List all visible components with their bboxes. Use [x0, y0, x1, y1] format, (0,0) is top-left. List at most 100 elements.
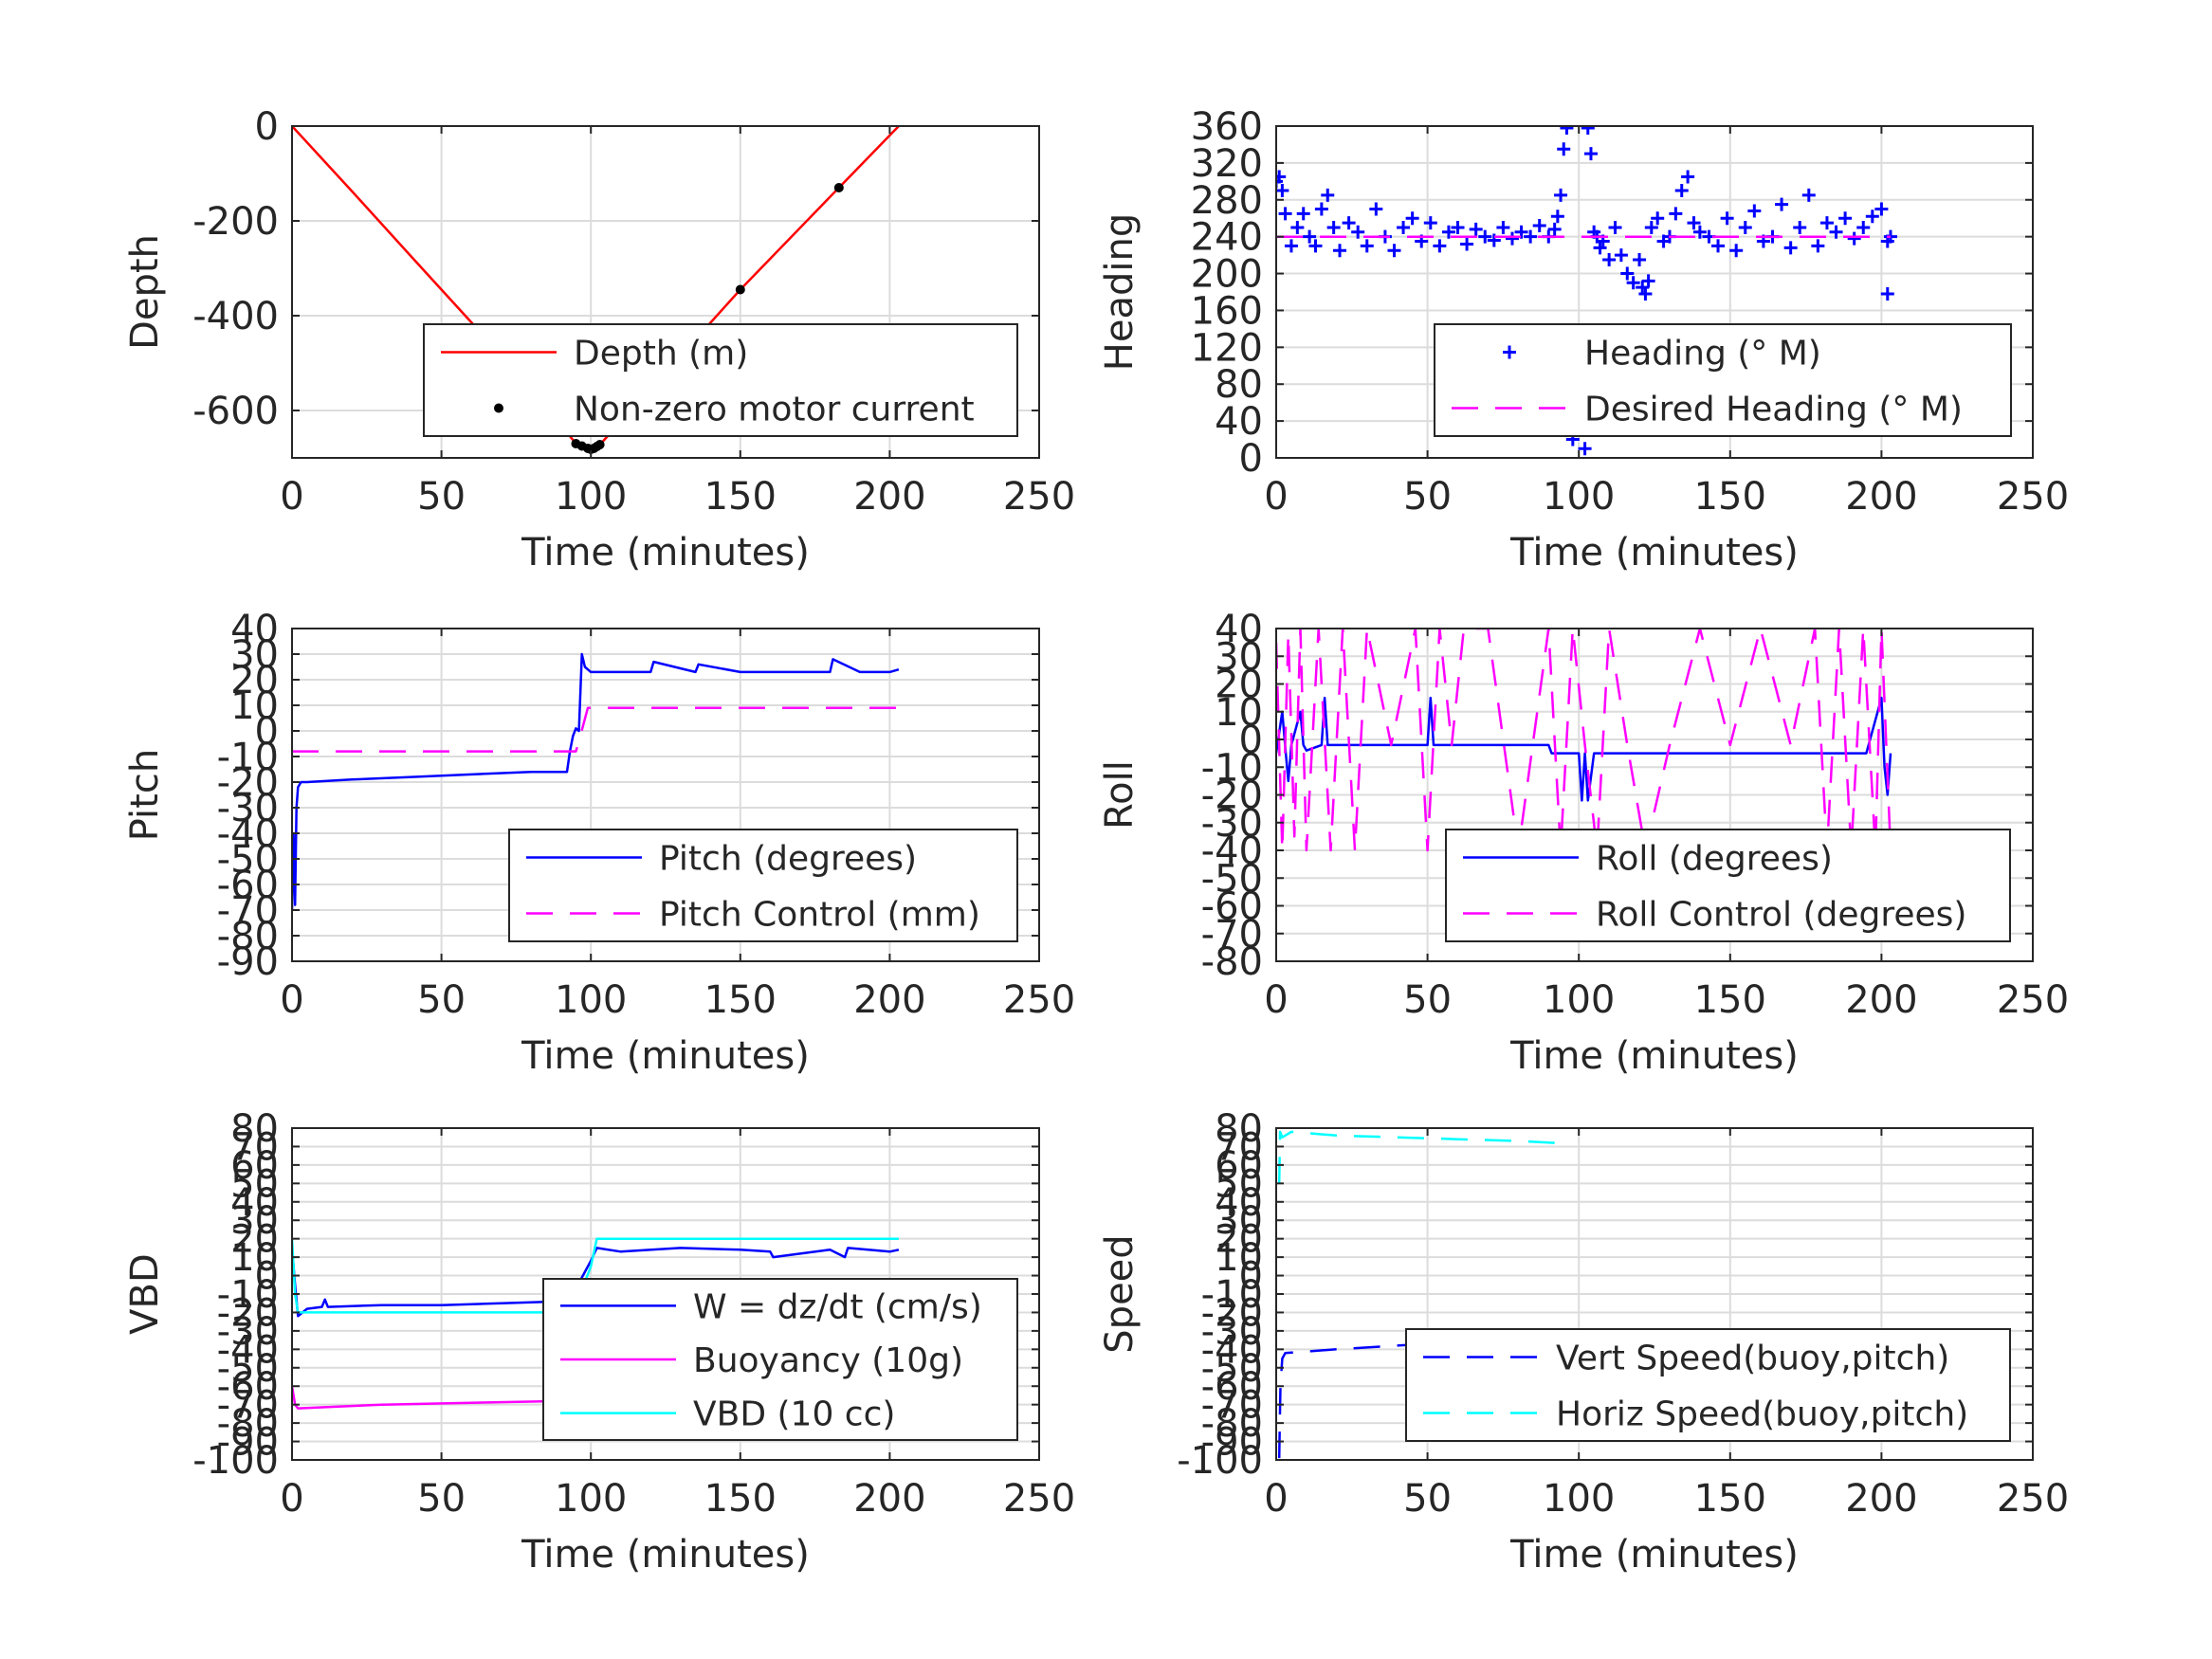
- legend-label: W = dz/dt (cm/s): [693, 1287, 982, 1326]
- legend-label: Desired Heading (° M): [1584, 391, 1963, 429]
- y-tick-label: -80: [1201, 1402, 1263, 1446]
- roll-series-0-line: [1276, 696, 1892, 802]
- heading-marker: [1532, 219, 1546, 232]
- heading-marker: [1487, 233, 1501, 247]
- x-tick-label: 0: [280, 475, 303, 519]
- legend-label: Heading (° M): [1584, 335, 1821, 374]
- heading-marker: [1819, 216, 1834, 230]
- heading-marker: [1524, 229, 1538, 244]
- legend-label: Roll (degrees): [1596, 840, 1833, 879]
- x-tick-label: 200: [853, 475, 925, 519]
- y-tick-label: -400: [192, 295, 279, 338]
- x-tick-label: 150: [1694, 1477, 1766, 1521]
- y-tick-label: -30: [1201, 802, 1263, 846]
- y-tick-label: -60: [1201, 885, 1263, 929]
- legend-swatch: [1503, 345, 1516, 359]
- x-tick-label: 150: [704, 1477, 777, 1521]
- legend-box: [1405, 1328, 2011, 1442]
- heading-marker: [1633, 252, 1647, 266]
- y-tick-label: 80: [1215, 363, 1263, 407]
- y-tick-label: -10: [1201, 1273, 1263, 1317]
- x-tick-label: 50: [1403, 1477, 1452, 1521]
- vbd-legend: W = dz/dt (cm/s) Buoyancy (10g) VBD (10 cc…: [542, 1278, 1018, 1441]
- legend-label: Vert Speed(buoy,pitch): [1556, 1340, 1949, 1378]
- pitch-legend: Pitch (degrees) Pitch Control (mm): [508, 829, 1018, 942]
- y-tick-label: 0: [1239, 1255, 1263, 1299]
- y-tick-label: -20: [1201, 1291, 1263, 1335]
- y-tick-label: 30: [230, 1199, 279, 1243]
- heading-marker: [1321, 188, 1335, 202]
- y-tick-label: -70: [1201, 913, 1263, 957]
- depth-point: [735, 284, 745, 295]
- y-tick-label: 70: [230, 1125, 279, 1169]
- depth-legend: Depth (m) Non-zero motor current: [423, 323, 1018, 437]
- x-tick-label: 150: [1694, 475, 1766, 519]
- legend-label: Pitch Control (mm): [659, 896, 980, 935]
- y-tick-label: 40: [1215, 608, 1263, 651]
- y-tick-label: 70: [1215, 1125, 1263, 1169]
- x-tick-label: 0: [1264, 978, 1288, 1022]
- heading-marker: [1360, 239, 1374, 253]
- y-tick-label: 200: [1191, 253, 1263, 297]
- y-tick-label: -90: [1201, 1421, 1263, 1465]
- heading-marker: [1460, 237, 1474, 251]
- heading-chart: 0 50 100 150 200 2500408012016020024028032036…: [1098, 105, 2069, 574]
- heading-marker: [1581, 126, 1595, 135]
- y-tick-label: -50: [217, 838, 279, 882]
- heading-axes-box: [1275, 125, 2034, 459]
- heading-marker: [1674, 184, 1689, 198]
- vbd-y-axis-label: VBD: [123, 1253, 167, 1335]
- heading-marker: [1554, 188, 1568, 202]
- heading-marker: [1441, 225, 1455, 239]
- y-tick-label: 240: [1191, 216, 1263, 260]
- y-tick-label: 40: [1215, 400, 1263, 444]
- x-tick-label: 250: [1003, 978, 1075, 1022]
- y-tick-label: 10: [1215, 691, 1263, 735]
- legend-label: Pitch (degrees): [659, 840, 917, 879]
- y-tick-label: -200: [192, 200, 279, 244]
- y-tick-label: 60: [230, 1144, 279, 1188]
- vbd-x-axis-label: Time (minutes): [521, 1533, 810, 1577]
- pitch-y-axis-label: Pitch: [123, 749, 167, 841]
- x-tick-label: 250: [1997, 1477, 2069, 1521]
- y-tick-label: -50: [217, 1347, 279, 1391]
- y-tick-label: 10: [1215, 1236, 1263, 1280]
- y-tick-label: -10: [217, 1273, 279, 1317]
- x-tick-label: 200: [853, 978, 925, 1022]
- heading-marker: [1469, 222, 1483, 236]
- heading-marker: [1811, 239, 1825, 253]
- y-tick-label: 80: [1215, 1107, 1263, 1151]
- heading-marker: [1602, 252, 1617, 266]
- y-tick-label: -90: [217, 940, 279, 984]
- x-tick-label: 100: [1543, 1477, 1615, 1521]
- heading-marker: [1496, 220, 1510, 234]
- speed-y-axis-label: Speed: [1098, 1234, 1142, 1353]
- heading-marker: [1397, 220, 1411, 234]
- y-tick-label: -60: [217, 864, 279, 907]
- heading-marker: [1692, 225, 1707, 239]
- speed-x-axis-label: Time (minutes): [1509, 1533, 1799, 1577]
- y-tick-label: 20: [230, 659, 279, 702]
- heading-plot-area: [1276, 126, 1897, 456]
- x-tick-label: 150: [704, 475, 777, 519]
- heading-legend: Heading (° M) Desired Heading (° M): [1434, 323, 2012, 437]
- y-tick-label: 40: [230, 1181, 279, 1225]
- speed-series-1-line: [1277, 1130, 1555, 1184]
- heading-marker: [1505, 231, 1519, 246]
- heading-marker: [1638, 286, 1653, 301]
- x-tick-label: 50: [417, 475, 466, 519]
- depth-point: [594, 440, 605, 449]
- heading-marker: [1583, 147, 1598, 161]
- y-tick-label: 280: [1191, 179, 1263, 223]
- legend-label: Non-zero motor current: [574, 391, 975, 429]
- y-tick-label: 360: [1191, 105, 1263, 149]
- y-tick-label: 40: [230, 608, 279, 651]
- heading-marker: [1514, 225, 1528, 239]
- y-tick-label: 10: [230, 684, 279, 728]
- roll-series-1-line: [1276, 629, 1892, 852]
- x-tick-label: 200: [1845, 1477, 1917, 1521]
- heading-marker: [1669, 207, 1683, 221]
- y-tick-label: -100: [192, 1439, 279, 1483]
- x-tick-label: 50: [417, 1477, 466, 1521]
